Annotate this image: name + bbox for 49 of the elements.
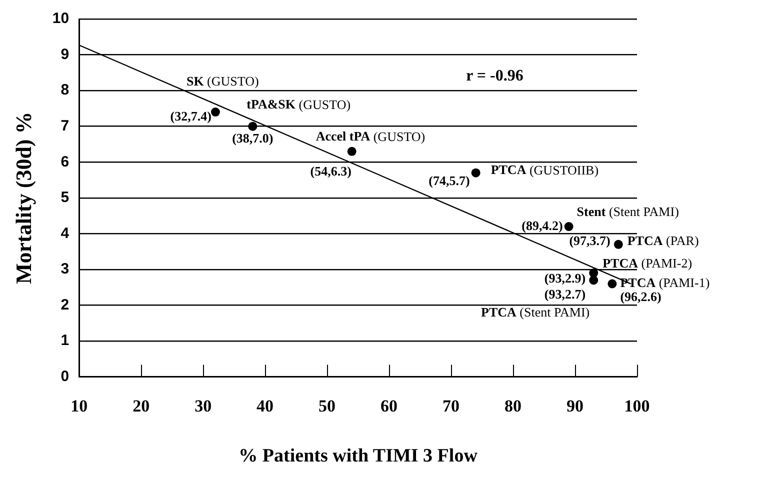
data-label: (38,7.0): [232, 130, 274, 146]
point: [614, 240, 623, 249]
y-tick-label: 5: [60, 189, 70, 206]
y-tick-label: 1: [60, 332, 70, 350]
y-tick-label: 3: [60, 260, 70, 278]
point: [589, 276, 598, 285]
point: [471, 168, 480, 178]
x-tick-label: 100: [624, 396, 650, 416]
data-label: (54,6.3): [310, 164, 352, 179]
data-label: (89,4.2): [522, 218, 563, 233]
data-label: (32,7.4): [170, 108, 212, 124]
y-tick-label: 7: [60, 117, 70, 134]
point: [248, 122, 258, 131]
y-tick-label: 2: [60, 296, 70, 314]
annotation: PTCA (PAMI-1): [620, 275, 710, 290]
x-tick-label: 80: [504, 396, 522, 416]
point: [210, 108, 220, 117]
annotation: PTCA (Stent PAMI): [481, 304, 590, 320]
y-tick-label: 8: [60, 82, 70, 99]
annotation: PTCA (GUSTOIIB): [490, 162, 599, 178]
x-tick-label: 40: [256, 396, 274, 416]
point: [347, 146, 356, 156]
point: [608, 279, 617, 288]
y-tick-label: 0: [60, 368, 70, 385]
x-tick-label: 30: [194, 396, 212, 416]
y-tick-label: 4: [60, 224, 70, 242]
annotation: PTCA (PAMI-2): [602, 255, 692, 270]
y-tick-label: 6: [60, 153, 70, 170]
x-tick-label: 50: [318, 396, 336, 416]
annotation: Accel tPA (GUSTO): [316, 128, 426, 144]
annotation: PTCA (PAR): [627, 232, 699, 248]
annotation: SK (GUSTO): [186, 73, 259, 88]
y-tick-label: 9: [60, 46, 70, 63]
x-axis-title: % Patients with TIMI 3 Flow: [238, 446, 478, 467]
y-tick-label: 10: [52, 10, 70, 28]
annotation: r = -0.96: [466, 67, 524, 84]
x-tick-label: 70: [442, 396, 460, 416]
y-axis-title: Mortality (30d) %: [10, 112, 36, 284]
data-label: (74,5.7): [428, 173, 470, 188]
data-label: (93,2.7): [544, 286, 586, 302]
x-tick-label: 20: [132, 396, 150, 416]
data-label: (93,2.9): [544, 270, 586, 286]
annotation: Stent (Stent PAMI): [576, 204, 679, 219]
annotation: tPA&SK (GUSTO): [246, 96, 351, 112]
x-tick-label: 60: [380, 396, 398, 416]
x-tick-label: 90: [566, 396, 584, 416]
data-label: (97,3.7): [569, 232, 610, 248]
point: [564, 222, 574, 232]
data-label: (96,2.6): [620, 289, 662, 304]
